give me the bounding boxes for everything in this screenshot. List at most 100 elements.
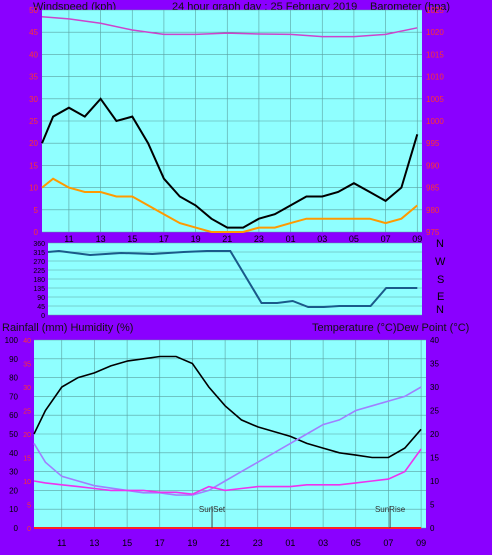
- direction-y-tick: 180: [33, 277, 45, 284]
- baro-y-tick: 975: [426, 228, 440, 237]
- humidity-y-tick: 90: [9, 355, 18, 364]
- rain-y-tick: 5: [27, 503, 31, 510]
- baro-y-tick: 1010: [426, 73, 444, 82]
- temp-y-tick: 40: [430, 336, 439, 345]
- wind-x-tick: 07: [381, 234, 391, 244]
- direction-y-tick: 315: [33, 250, 45, 257]
- baro-y-tick: 1000: [426, 117, 444, 126]
- humidity-y-tick: 0: [14, 524, 19, 533]
- direction-y-tick: 360: [33, 241, 45, 248]
- baro-y-tick: 995: [426, 139, 440, 148]
- series-temperature: [33, 355, 422, 459]
- series-humidity: [33, 448, 422, 496]
- humidity-y-tick: 60: [9, 411, 18, 420]
- wind-y-tick: 10: [29, 184, 38, 193]
- sunrise-label: SunRise: [375, 505, 406, 514]
- direction-y-tick: 90: [37, 295, 45, 302]
- rain-y-tick: 35: [23, 362, 31, 369]
- wind-x-tick: 17: [159, 234, 169, 244]
- wind-x-tick: 03: [317, 234, 327, 244]
- wind-y-tick: 0: [34, 228, 39, 237]
- temp-y-tick: 10: [430, 477, 439, 486]
- wind-x-tick: 15: [127, 234, 137, 244]
- series-average: [41, 177, 418, 233]
- humidity-y-tick: 80: [9, 374, 18, 383]
- lower-header-left: Rainfall (mm) Humidity (%): [2, 322, 134, 334]
- temp-y-tick: 0: [430, 524, 435, 533]
- wind-x-tick: 05: [349, 234, 359, 244]
- lower-header-right: Temperature (°C)Dew Point (°C): [312, 322, 470, 334]
- baro-y-tick: 1025: [426, 6, 444, 15]
- humidity-y-tick: 40: [9, 449, 18, 458]
- rain-y-tick: 20: [23, 432, 31, 439]
- temp-x-tick: 11: [57, 538, 66, 548]
- rain-y-tick: 25: [23, 409, 31, 416]
- wind-y-tick: 35: [29, 73, 38, 82]
- series-dew_point: [33, 386, 422, 496]
- rain-y-tick: 0: [27, 526, 31, 533]
- wind-x-tick: 01: [286, 234, 296, 244]
- series-gust: [41, 97, 419, 229]
- wind-y-tick: 45: [29, 28, 38, 37]
- temp-y-tick: 15: [430, 454, 439, 463]
- wind-x-tick: 11: [64, 234, 73, 244]
- temp-y-tick: 5: [430, 501, 435, 510]
- wind-y-tick: 40: [29, 50, 38, 59]
- baro-y-tick: 1015: [426, 50, 444, 59]
- humidity-y-tick: 30: [9, 468, 18, 477]
- dir-label-w: W: [435, 256, 446, 268]
- sunset-label: SunSet: [199, 505, 226, 514]
- wind-y-tick: 50: [29, 6, 38, 15]
- rain-y-tick: 10: [23, 479, 31, 486]
- direction-y-tick: 45: [37, 304, 45, 311]
- temp-x-tick: 03: [318, 538, 328, 548]
- temp-x-tick: 01: [285, 538, 295, 548]
- dir-label-n2: N: [436, 304, 444, 316]
- wind-x-tick: 23: [254, 234, 264, 244]
- rain-y-tick: 30: [23, 385, 31, 392]
- temp-y-tick: 25: [430, 407, 439, 416]
- humidity-y-tick: 10: [9, 505, 18, 514]
- humidity-y-tick: 50: [9, 430, 18, 439]
- wind-y-tick: 15: [29, 161, 38, 170]
- baro-y-tick: 1020: [426, 28, 444, 37]
- wind-y-tick: 20: [29, 139, 38, 148]
- wind-y-tick: 5: [34, 206, 39, 215]
- temp-x-tick: 21: [220, 538, 230, 548]
- temp-x-tick: 07: [383, 538, 393, 548]
- wind-y-tick: 25: [29, 117, 38, 126]
- temp-x-tick: 05: [351, 538, 361, 548]
- baro-y-tick: 990: [426, 161, 440, 170]
- temp-x-tick: 13: [89, 538, 99, 548]
- humidity-y-tick: 70: [9, 392, 18, 401]
- wind-x-tick: 09: [412, 234, 422, 244]
- temp-y-tick: 30: [430, 383, 439, 392]
- baro-y-tick: 980: [426, 206, 440, 215]
- dir-label-n1: N: [436, 238, 444, 250]
- temp-x-tick: 15: [122, 538, 132, 548]
- direction-y-tick: 270: [33, 259, 45, 266]
- temp-x-tick: 09: [416, 538, 426, 548]
- humidity-y-tick: 100: [5, 336, 19, 345]
- baro-y-tick: 1005: [426, 95, 444, 104]
- wind-x-tick: 19: [191, 234, 201, 244]
- wind-x-tick: 21: [222, 234, 232, 244]
- direction-y-tick: 225: [33, 268, 45, 275]
- direction-y-tick: 135: [33, 286, 45, 293]
- baro-y-tick: 985: [426, 184, 440, 193]
- temp-x-tick: 23: [253, 538, 263, 548]
- temp-x-tick: 17: [155, 538, 165, 548]
- wind-y-tick: 30: [29, 95, 38, 104]
- direction-y-tick: 0: [41, 313, 45, 320]
- series-direction: [47, 249, 418, 308]
- temp-y-tick: 20: [430, 430, 439, 439]
- dir-label-s: S: [437, 274, 445, 286]
- temp-x-tick: 19: [187, 538, 197, 548]
- temp-y-tick: 35: [430, 360, 439, 369]
- series-barometer: [41, 15, 418, 38]
- wind-x-tick: 13: [96, 234, 106, 244]
- humidity-y-tick: 20: [9, 486, 18, 495]
- rain-y-tick: 15: [23, 456, 31, 463]
